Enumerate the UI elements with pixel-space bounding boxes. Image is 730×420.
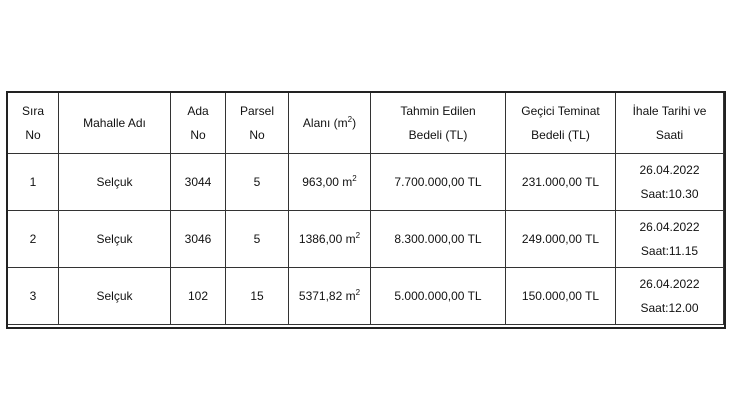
- cell-ada: 102: [170, 267, 226, 325]
- cell-teminat: 150.000,00 TL: [505, 267, 616, 325]
- tender-table: Sıra No Mahalle Adı Ada No Parsel No Alanı …: [7, 92, 724, 325]
- cell-mahalle: Selçuk: [58, 267, 171, 325]
- alan-sup: 2: [352, 174, 357, 183]
- header-text: Ada: [187, 104, 209, 118]
- header-text: İhale Tarihi ve: [632, 104, 707, 118]
- header-mahalle: Mahalle Adı: [58, 92, 171, 154]
- alan-value: 1386,00 m: [298, 232, 356, 246]
- header-teminat-bedel: Geçici Teminat Bedeli (TL): [505, 92, 616, 154]
- table-row: 3 Selçuk 102 15 5371,82 m2 5.000.000,00 TL 150…: [7, 267, 724, 325]
- header-ada-no: Ada No: [170, 92, 226, 154]
- cell-ada: 3044: [170, 153, 226, 211]
- cell-parsel: 5: [225, 210, 289, 268]
- cell-sira: 3: [7, 267, 59, 325]
- cell-alan: 5371,82 m2: [288, 267, 371, 325]
- saat-value: Saat:10.30: [640, 187, 699, 201]
- header-text: No: [249, 128, 265, 142]
- tarih-value: 26.04.2022: [639, 163, 700, 177]
- cell-teminat: 231.000,00 TL: [505, 153, 616, 211]
- header-text: Mahalle Adı: [83, 116, 146, 130]
- saat-value: Saat:12.00: [640, 301, 699, 315]
- cell-tarih: 26.04.2022 Saat:10.30: [615, 153, 724, 211]
- header-text: Alanı (m: [302, 116, 348, 130]
- alan-sup: 2: [355, 231, 361, 240]
- header-text: Parsel: [239, 104, 274, 118]
- cell-mahalle: Selçuk: [58, 210, 171, 268]
- header-text: No: [25, 128, 41, 142]
- cell-tahmin: 7.700.000,00 TL: [370, 153, 506, 211]
- header-sup: 2: [347, 115, 353, 124]
- table-row: 1 Selçuk 3044 5 963,00 m2 7.700.000,00 TL 231.…: [7, 153, 724, 211]
- tarih-value: 26.04.2022: [639, 220, 700, 234]
- cell-alan: 1386,00 m2: [288, 210, 371, 268]
- cell-parsel: 15: [225, 267, 289, 325]
- header-tahmin-bedel: Tahmin Edilen Bedeli (TL): [370, 92, 506, 154]
- cell-tarih: 26.04.2022 Saat:12.00: [615, 267, 724, 325]
- cell-parsel: 5: [225, 153, 289, 211]
- cell-sira: 2: [7, 210, 59, 268]
- header-text: Sıra: [21, 104, 44, 118]
- cell-ada: 3046: [170, 210, 226, 268]
- header-ihale-tarihi: İhale Tarihi ve Saati: [615, 92, 724, 154]
- cell-sira: 1: [7, 153, 59, 211]
- header-text: Bedeli (TL): [531, 128, 590, 142]
- cell-tahmin: 8.300.000,00 TL: [370, 210, 506, 268]
- saat-value: Saat:11.15: [640, 244, 699, 258]
- cell-tahmin: 5.000.000,00 TL: [370, 267, 506, 325]
- header-sira-no: Sıra No: [7, 92, 59, 154]
- alan-value: 963,00 m: [302, 175, 353, 189]
- header-parsel-no: Parsel No: [225, 92, 289, 154]
- header-text: Bedeli (TL): [408, 128, 468, 142]
- cell-teminat: 249.000,00 TL: [505, 210, 616, 268]
- header-text: Tahmin Edilen: [400, 104, 476, 118]
- header-text: Geçici Teminat: [521, 104, 600, 118]
- header-row: Sıra No Mahalle Adı Ada No Parsel No Alanı …: [7, 92, 724, 154]
- cell-mahalle: Selçuk: [58, 153, 171, 211]
- cell-alan: 963,00 m2: [288, 153, 371, 211]
- tarih-value: 26.04.2022: [639, 277, 700, 291]
- header-text: Saati: [655, 128, 684, 142]
- cell-tarih: 26.04.2022 Saat:11.15: [615, 210, 724, 268]
- header-text: ): [352, 116, 357, 130]
- header-text: No: [190, 128, 206, 142]
- alan-value: 5371,82 m: [298, 289, 356, 303]
- table-row: 2 Selçuk 3046 5 1386,00 m2 8.300.000,00 TL 249…: [7, 210, 724, 268]
- header-alan: Alanı (m2): [288, 92, 371, 154]
- alan-sup: 2: [355, 288, 361, 297]
